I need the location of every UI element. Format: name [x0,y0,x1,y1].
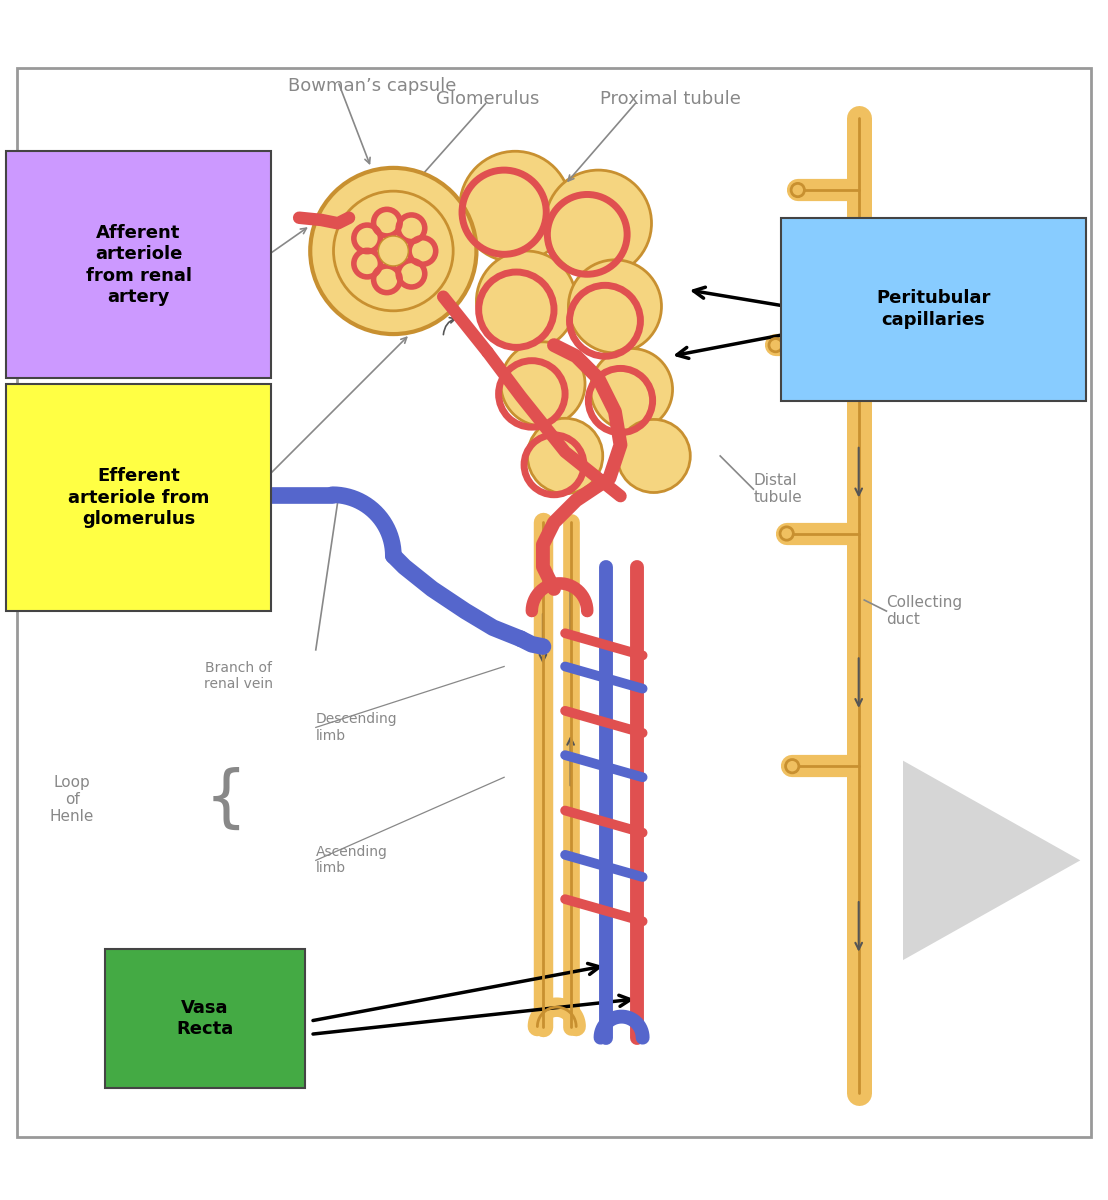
FancyBboxPatch shape [105,949,305,1087]
Circle shape [501,342,585,426]
Text: Ascending
limb: Ascending limb [316,845,388,876]
Text: Descending
limb: Descending limb [316,713,398,743]
Circle shape [334,191,453,311]
Circle shape [786,760,799,773]
Text: Collecting
duct: Collecting duct [886,595,963,628]
Circle shape [527,419,603,493]
Circle shape [780,527,793,540]
Text: Bowman’s capsule: Bowman’s capsule [288,77,456,95]
Circle shape [460,151,571,262]
Text: Proximal tubule: Proximal tubule [599,90,741,108]
Circle shape [545,170,652,276]
Circle shape [617,419,690,492]
Circle shape [769,338,782,352]
Text: Loop
of
Henle: Loop of Henle [50,774,94,824]
Circle shape [791,184,804,197]
Text: Vasa
Recta: Vasa Recta [176,998,234,1038]
Text: {: { [205,767,247,833]
Text: Glomerulus: Glomerulus [435,90,540,108]
Text: Branch of
renal vein: Branch of renal vein [204,661,273,691]
Text: Peritubular
capillaries: Peritubular capillaries [876,289,991,329]
FancyBboxPatch shape [781,217,1086,401]
Polygon shape [903,761,1080,960]
Circle shape [310,168,476,334]
Circle shape [591,348,673,431]
Circle shape [378,236,408,266]
FancyBboxPatch shape [6,384,271,611]
Circle shape [476,251,576,350]
FancyBboxPatch shape [6,151,271,378]
Text: Afferent
arteriole
from renal
artery: Afferent arteriole from renal artery [85,223,192,306]
Text: Efferent
arteriole from
glomerulus: Efferent arteriole from glomerulus [68,467,209,528]
FancyBboxPatch shape [17,68,1091,1138]
Circle shape [568,260,661,353]
Text: Distal
tubule: Distal tubule [753,473,802,505]
